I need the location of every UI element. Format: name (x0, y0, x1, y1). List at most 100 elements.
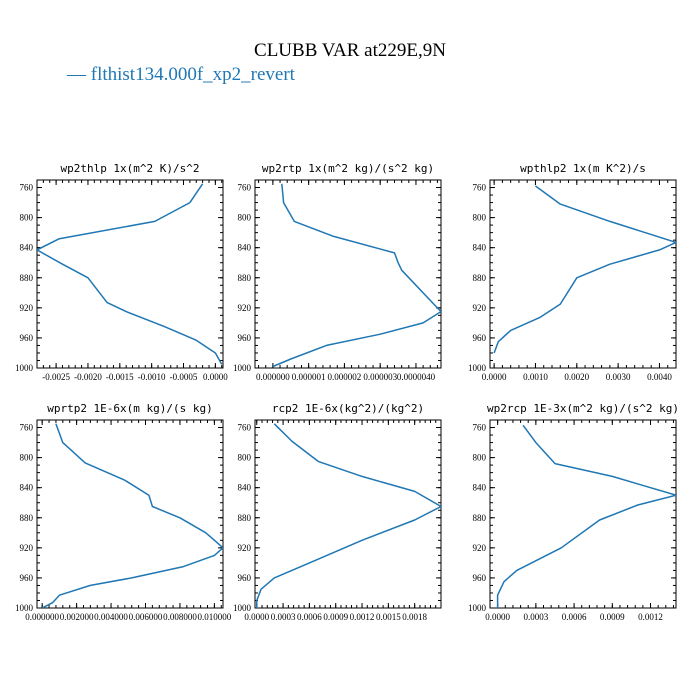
x-tick-label: 0.000003 (363, 372, 397, 382)
y-tick-label: 840 (473, 483, 487, 493)
x-tick-label: 0.0000 (485, 612, 510, 622)
x-tick-label: 0.0000 (244, 612, 269, 622)
x-tick-label: 0.006000 (129, 612, 163, 622)
y-tick-label: 960 (238, 573, 252, 583)
x-tick-label: -0.0010 (138, 372, 166, 382)
subplot-grid: wp2thlp 1x(m^2 K)/s^2 760 800 840 880 920 960 1… (15, 162, 679, 622)
series-line (496, 424, 676, 608)
y-tick-label: 760 (238, 423, 252, 433)
x-tick-label: 0.0015 (376, 612, 401, 622)
x-tick-label: -0.0015 (106, 372, 134, 382)
y-tick-label: 920 (20, 303, 34, 313)
subplot-5: rcp2 1E-6x(kg^2)/(kg^2) 760 800 840 880 920 96… (233, 402, 442, 622)
x-tick-label: 0.002000 (60, 612, 94, 622)
x-tick-label: 0.0006 (297, 612, 322, 622)
x-tick-label: 0.0012 (350, 612, 375, 622)
y-tick-label: 960 (473, 573, 487, 583)
subplot-title: wprtp2 1E-6x(m kg)/(s kg) (47, 402, 213, 415)
y-tick-label: 1000 (233, 603, 252, 613)
x-tick-label: 0.000000 (25, 612, 59, 622)
series-line (41, 423, 223, 608)
y-tick-label: 800 (473, 213, 487, 223)
y-tick-label: 760 (473, 183, 487, 193)
y-tick-label: 1000 (468, 603, 487, 613)
y-tick-label: 800 (20, 213, 34, 223)
y-tick-label: 880 (20, 513, 34, 523)
y-tick-label: 800 (20, 453, 34, 463)
y-tick-label: 1000 (233, 363, 252, 373)
y-tick-label: 960 (20, 333, 34, 343)
x-tick-label: 0.0003 (271, 612, 296, 622)
x-tick-label: 0.000000 (256, 372, 290, 382)
x-tick-label: 0.0000 (482, 372, 507, 382)
x-tick-label: -0.0005 (170, 372, 198, 382)
y-tick-label: 880 (238, 273, 252, 283)
y-tick-label: 1000 (15, 603, 34, 613)
y-tick-label: 880 (473, 513, 487, 523)
y-tick-label: 920 (473, 303, 487, 313)
y-tick-label: 800 (238, 453, 252, 463)
plot-frame (254, 179, 442, 369)
figure-title: CLUBB VAR at229E,9N (254, 40, 446, 61)
y-tick-label: 840 (20, 483, 34, 493)
subplot-1: wp2thlp 1x(m^2 K)/s^2 760 800 840 880 920 960 1… (15, 162, 228, 382)
subplot-6: wp2rcp 1E-3x(m^2 kg)/(s^2 kg)760 800 840 88… (468, 402, 679, 622)
subplot-title: wp2thlp 1x(m^2 K)/s^2 (60, 162, 199, 175)
x-tick-label: 0.008000 (163, 612, 197, 622)
y-tick-label: 880 (20, 273, 34, 283)
subplot-4: wprtp2 1E-6x(m kg)/(s kg) 760 800 840 880 920… (15, 402, 232, 622)
subplot-2: wp2rtp 1x(m^2 kg)/(s^2 kg) 760 800 840 880 92… (233, 162, 442, 382)
y-tick-label: 960 (238, 333, 252, 343)
x-tick-label: 0.0009 (600, 612, 625, 622)
plot-frame (489, 179, 677, 369)
x-tick-label: 0.0000040 (397, 372, 436, 382)
x-tick-label: 0.0012 (638, 612, 663, 622)
y-tick-label: 960 (473, 333, 487, 343)
x-tick-label: 0.000001 (292, 372, 326, 382)
x-tick-label: 0.0040 (647, 372, 672, 382)
x-tick-label: 0.0030 (606, 372, 631, 382)
x-tick-label: 0.004000 (94, 612, 128, 622)
series-line (272, 183, 441, 368)
x-tick-label: 0.0018 (402, 612, 427, 622)
y-tick-label: 1000 (468, 363, 487, 373)
y-tick-label: 840 (20, 243, 34, 253)
y-tick-label: 800 (238, 213, 252, 223)
plot-frame (489, 419, 677, 609)
subplot-title: wp2rcp 1E-3x(m^2 kg)/(s^2 kg) (487, 402, 679, 415)
x-tick-label: 0.000002 (328, 372, 362, 382)
x-tick-label: 0.0000 (203, 372, 228, 382)
y-tick-label: 840 (238, 243, 252, 253)
plot-frame (36, 419, 224, 609)
subplot-title: rcp2 1E-6x(kg^2)/(kg^2) (272, 402, 424, 415)
x-tick-label: -0.0025 (42, 372, 70, 382)
legend-entry: — flthist134.000f_xp2_revert (66, 64, 296, 85)
subplot-title: wp2rtp 1x(m^2 kg)/(s^2 kg) (262, 162, 434, 175)
plot-frame (36, 179, 224, 369)
y-tick-label: 920 (238, 543, 252, 553)
subplot-title: wpthlp2 1x(m K^2)/s (520, 162, 646, 175)
x-tick-label: 0.0010 (523, 372, 548, 382)
y-tick-label: 760 (20, 423, 34, 433)
series-line (493, 185, 676, 354)
y-tick-label: 960 (20, 573, 34, 583)
x-tick-label: 0.0009 (323, 612, 348, 622)
x-tick-label: -0.0020 (74, 372, 102, 382)
series-line (256, 423, 441, 608)
y-tick-label: 840 (238, 483, 252, 493)
x-tick-label: 0.010000 (198, 612, 232, 622)
plot-frame (254, 419, 442, 609)
y-tick-label: 880 (473, 273, 487, 283)
y-tick-label: 760 (473, 423, 487, 433)
subplot-3: wpthlp2 1x(m K^2)/s 760 800 840 880 920 960 100… (468, 162, 677, 382)
y-tick-label: 920 (473, 543, 487, 553)
y-tick-label: 800 (473, 453, 487, 463)
x-tick-label: 0.0020 (564, 372, 589, 382)
y-tick-label: 840 (473, 243, 487, 253)
x-tick-label: 0.0006 (562, 612, 587, 622)
x-tick-label: 0.0003 (523, 612, 548, 622)
y-tick-label: 760 (20, 183, 34, 193)
series-line (37, 183, 223, 365)
y-tick-label: 920 (238, 303, 252, 313)
